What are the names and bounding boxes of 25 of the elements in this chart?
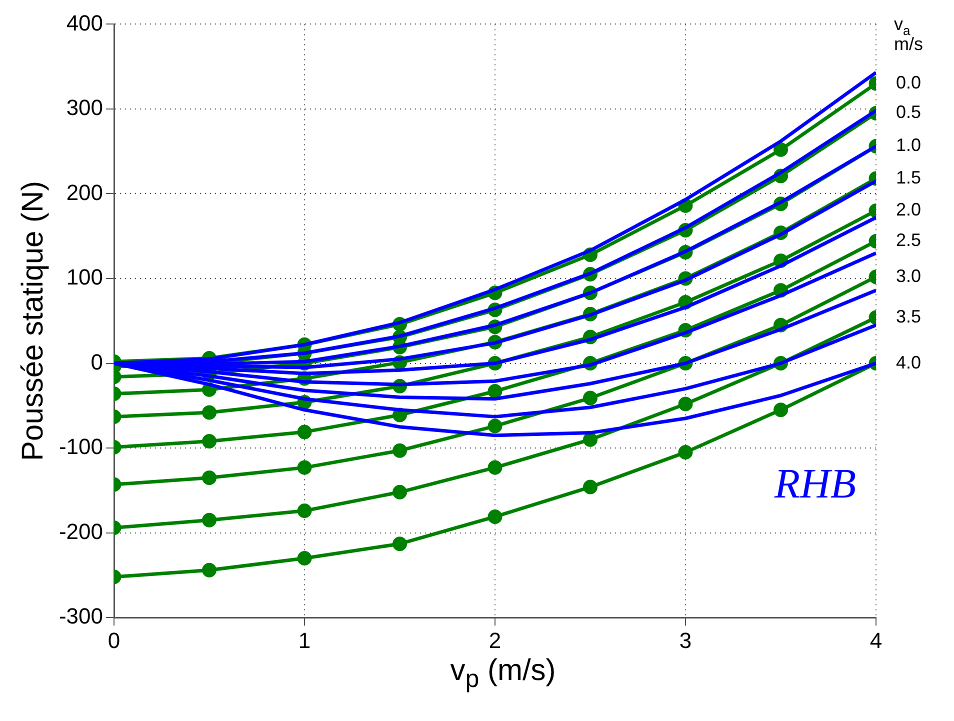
x-tick-label: 3 (679, 628, 692, 653)
y-tick-label: -300 (58, 604, 104, 629)
y-tick-label: 200 (66, 180, 104, 205)
y-axis-title: Poussée statique (N) (16, 180, 50, 461)
y-tick-label: 400 (66, 10, 104, 36)
x-tick-label: 0 (108, 628, 120, 653)
y-tick-label: 300 (66, 95, 104, 120)
y-tick-label: 0 (90, 349, 104, 374)
series-label: 2.0 (896, 200, 922, 220)
y-tick-label: -200 (58, 518, 104, 544)
x-axis-title: v$_{p}$ (m/s) (449, 654, 557, 694)
series-label: 1.0 (896, 135, 922, 156)
series-label: 4.0 (896, 352, 922, 372)
annotation: RHB (773, 461, 856, 508)
x-tick-label: 2 (488, 628, 502, 653)
series-label: 0.0 (896, 72, 922, 93)
x-tick-label: 4 (870, 628, 882, 653)
series-label: 1.5 (896, 167, 922, 188)
y-tick-label: -100 (58, 434, 104, 460)
series-label: 0.5 (896, 102, 922, 122)
series-label: 3.5 (896, 306, 922, 326)
x-tick-label: 1 (298, 628, 311, 653)
series-label: 2.5 (896, 230, 922, 250)
y-tick-label: 100 (66, 264, 104, 290)
series-label: 3.0 (896, 266, 922, 286)
